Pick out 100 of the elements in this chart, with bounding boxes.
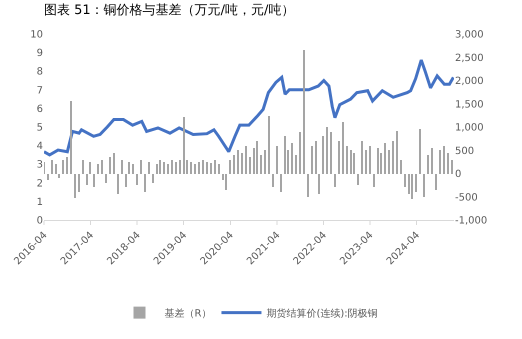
bar	[179, 160, 181, 174]
bar	[256, 141, 258, 174]
bar	[125, 174, 127, 187]
y2-tick-label: 500	[455, 146, 474, 157]
y2-tick-label: 1,000	[455, 122, 484, 134]
y-tick-label: 1	[36, 196, 43, 208]
y-tick-label: 9	[36, 48, 43, 60]
bar	[342, 122, 344, 174]
bar	[365, 150, 367, 174]
bar	[272, 174, 274, 187]
y2-tick-label: 1,500	[455, 99, 484, 110]
bar	[307, 174, 309, 197]
bar	[357, 174, 359, 185]
bar	[350, 150, 352, 174]
line-series	[44, 58, 454, 156]
bar	[427, 155, 429, 174]
bar	[346, 146, 348, 174]
bar	[280, 174, 282, 192]
bar	[121, 160, 123, 174]
bar	[55, 164, 57, 174]
y2-tick-label: -500	[455, 192, 478, 204]
bar	[156, 164, 158, 174]
bar	[86, 174, 88, 185]
bar	[128, 162, 130, 174]
bar	[249, 157, 251, 174]
y-tick-label: 2	[36, 178, 43, 190]
bar	[89, 162, 91, 174]
bar	[58, 174, 60, 178]
bar	[78, 174, 80, 192]
bar	[439, 150, 441, 174]
bar	[268, 116, 270, 174]
bar	[74, 174, 76, 198]
y2-tick-label: 0	[455, 169, 462, 180]
bar	[326, 127, 328, 174]
y-tick-label: 6	[36, 104, 43, 115]
bar	[62, 160, 64, 174]
bar	[229, 160, 231, 174]
bar	[70, 101, 72, 174]
y-tick-label: 10	[30, 30, 43, 40]
bar	[361, 141, 363, 174]
bar	[451, 160, 453, 174]
bar	[295, 155, 297, 174]
bar	[117, 174, 119, 194]
bar	[245, 146, 247, 174]
bar	[419, 129, 421, 174]
bar	[210, 163, 212, 174]
y2-tick-label: -1,000	[455, 216, 488, 226]
bar	[144, 174, 146, 192]
y-tick-label: 0	[36, 216, 43, 226]
bar	[136, 174, 138, 185]
bar	[404, 174, 406, 187]
bar	[384, 143, 386, 174]
bar	[159, 160, 161, 174]
bar	[334, 174, 336, 187]
bar	[311, 146, 313, 174]
bar	[51, 160, 53, 174]
bar	[260, 155, 262, 174]
bar	[93, 174, 95, 187]
bar	[241, 153, 243, 174]
bar	[148, 162, 150, 174]
bar	[276, 146, 278, 174]
bar	[411, 174, 413, 199]
y2-tick-label: 2,000	[455, 76, 484, 87]
bar	[431, 148, 433, 174]
bar	[318, 174, 320, 194]
bar	[447, 153, 449, 174]
bar	[373, 174, 375, 187]
bar	[299, 132, 301, 174]
bar	[377, 148, 379, 174]
bar	[423, 174, 425, 197]
bar	[330, 132, 332, 174]
bar	[396, 131, 398, 174]
y-tick-label: 5	[36, 122, 43, 134]
bar	[400, 160, 402, 174]
bar	[435, 174, 437, 190]
y-tick-label: 7	[36, 85, 43, 96]
bar	[237, 150, 239, 174]
bar	[206, 162, 208, 174]
bar	[152, 174, 154, 183]
y2-tick-label: 3,000	[455, 30, 484, 40]
bar	[198, 162, 200, 174]
y-tick-label: 4	[36, 141, 43, 152]
bar	[113, 153, 115, 174]
legend-label: 基差（R）	[164, 308, 212, 320]
bar	[132, 164, 134, 174]
bar	[214, 160, 216, 174]
bar	[353, 153, 355, 174]
bar	[392, 141, 394, 174]
bar	[315, 141, 317, 174]
bar	[388, 150, 390, 174]
bar	[82, 160, 84, 174]
bar	[47, 174, 49, 180]
bar	[101, 160, 103, 174]
bar	[66, 157, 68, 174]
bar	[233, 155, 235, 174]
bar	[264, 150, 266, 174]
bar	[190, 162, 192, 174]
legend-label: 期货结算价(连续):阴极铜	[266, 308, 378, 320]
bar	[303, 50, 305, 174]
bar	[443, 146, 445, 174]
